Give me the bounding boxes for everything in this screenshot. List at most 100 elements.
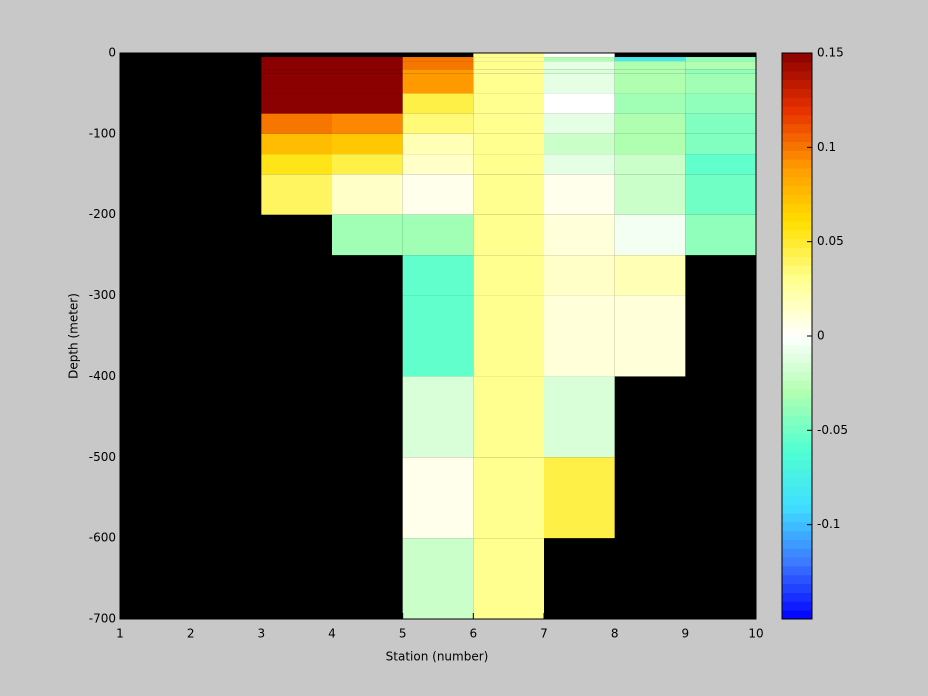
x-tick-label: 8 [611, 627, 619, 641]
y-tick-label: -600 [89, 531, 116, 545]
x-tick-label: 1 [116, 627, 124, 641]
colorbar-swatch [782, 450, 812, 461]
heatmap-cell [473, 93, 544, 114]
colorbar-swatch [782, 433, 812, 443]
heatmap-cell [614, 214, 686, 256]
heatmap-cell [544, 113, 615, 134]
heatmap-cell [614, 69, 686, 74]
colorbar-swatch [782, 574, 812, 585]
colorbar-swatch [782, 521, 812, 532]
heatmap-cell [544, 73, 615, 94]
heatmap-cell [402, 255, 474, 296]
colorbar-swatch [782, 238, 812, 249]
heatmap-cell [614, 93, 686, 114]
heatmap-cell [544, 57, 615, 62]
colorbar-swatch [782, 344, 812, 355]
heatmap-cell [544, 61, 615, 70]
colorbar-swatch [782, 442, 812, 452]
heatmap-cell [614, 174, 686, 215]
colorbar-swatch [782, 389, 812, 399]
colorbar-swatch [782, 300, 812, 310]
heatmap-cell [544, 93, 615, 114]
heatmap-cell [473, 214, 544, 256]
colorbar-swatch [782, 610, 812, 620]
y-tick-label: 0 [108, 46, 116, 60]
y-axis-label: Depth (meter) [67, 293, 81, 379]
heatmap-cell [614, 133, 686, 155]
heatmap-cell [402, 61, 474, 70]
x-tick-label: 4 [328, 627, 336, 641]
y-tick-label: -100 [89, 126, 116, 140]
heatmap-cell [402, 69, 474, 74]
heatmap-cell [544, 53, 615, 58]
heatmap-cell [685, 154, 756, 175]
heatmap-cell [261, 154, 332, 175]
colorbar-swatch [782, 380, 812, 390]
colorbar-tick-label: 0.15 [817, 46, 844, 60]
heatmap-cell [402, 57, 474, 62]
colorbar-swatch [782, 274, 812, 284]
colorbar-swatch [782, 221, 812, 231]
heatmap-cell [473, 154, 544, 175]
heatmap-cell [261, 93, 332, 114]
heatmap-cell [544, 133, 615, 155]
heatmap-cell [614, 113, 686, 134]
heatmap-cell [473, 133, 544, 155]
colorbar-swatch [782, 336, 812, 346]
y-tick-label: -300 [89, 288, 116, 302]
heatmap-cell [473, 538, 544, 619]
heatmap-cell [685, 113, 756, 134]
colorbar-swatch [782, 459, 812, 470]
colorbar-tick-label: -0.05 [817, 423, 848, 437]
colorbar-swatch [782, 309, 812, 319]
heatmap-cell [402, 73, 474, 94]
heatmap-cell [402, 113, 474, 134]
y-tick-label: -500 [89, 450, 116, 464]
colorbar-swatch [782, 424, 812, 434]
colorbar-swatch [782, 106, 812, 116]
heatmap-cell [332, 69, 403, 74]
heatmap-cell [332, 214, 403, 256]
heatmap-cell [402, 214, 474, 256]
heatmap-cell [261, 133, 332, 155]
heatmap-cell [544, 255, 615, 296]
heatmap-cell [402, 457, 474, 539]
colorbar-swatch [782, 61, 812, 72]
heatmap-cell [332, 57, 403, 62]
heatmap-cell [685, 214, 756, 256]
heatmap-cell [473, 457, 544, 539]
colorbar-swatch [782, 229, 812, 240]
heatmap-cell [473, 174, 544, 215]
heatmap-cell [261, 57, 332, 62]
colorbar-swatch [782, 212, 812, 222]
heatmap-cell [332, 93, 403, 114]
heatmap-cell [685, 133, 756, 155]
colorbar-swatch [782, 592, 812, 602]
colorbar-swatch [782, 256, 812, 266]
colorbar-swatch [782, 530, 812, 540]
heatmap-cell [544, 69, 615, 74]
colorbar-swatch [782, 132, 812, 142]
colorbar-swatch [782, 265, 812, 275]
heatmap-cell [685, 69, 756, 74]
colorbar-swatch [782, 397, 812, 408]
heatmap-cell [544, 295, 615, 377]
heatmap-cell [332, 61, 403, 70]
heatmap-cell [402, 538, 474, 619]
colorbar-tick-label: 0 [817, 329, 825, 343]
colorbar-swatch [782, 203, 812, 213]
heatmap-cell [402, 295, 474, 377]
heatmap-cell [332, 73, 403, 94]
heatmap-cell [544, 154, 615, 175]
colorbar-swatch [782, 601, 812, 611]
colorbar-swatch [782, 318, 812, 328]
colorbar-swatch [782, 548, 812, 558]
heatmap-cell [614, 295, 686, 377]
heatmap-cell [473, 376, 544, 458]
colorbar-swatch [782, 114, 812, 125]
colorbar-swatch [782, 123, 812, 134]
colorbar-swatch [782, 486, 812, 496]
colorbar-swatch [782, 504, 812, 514]
